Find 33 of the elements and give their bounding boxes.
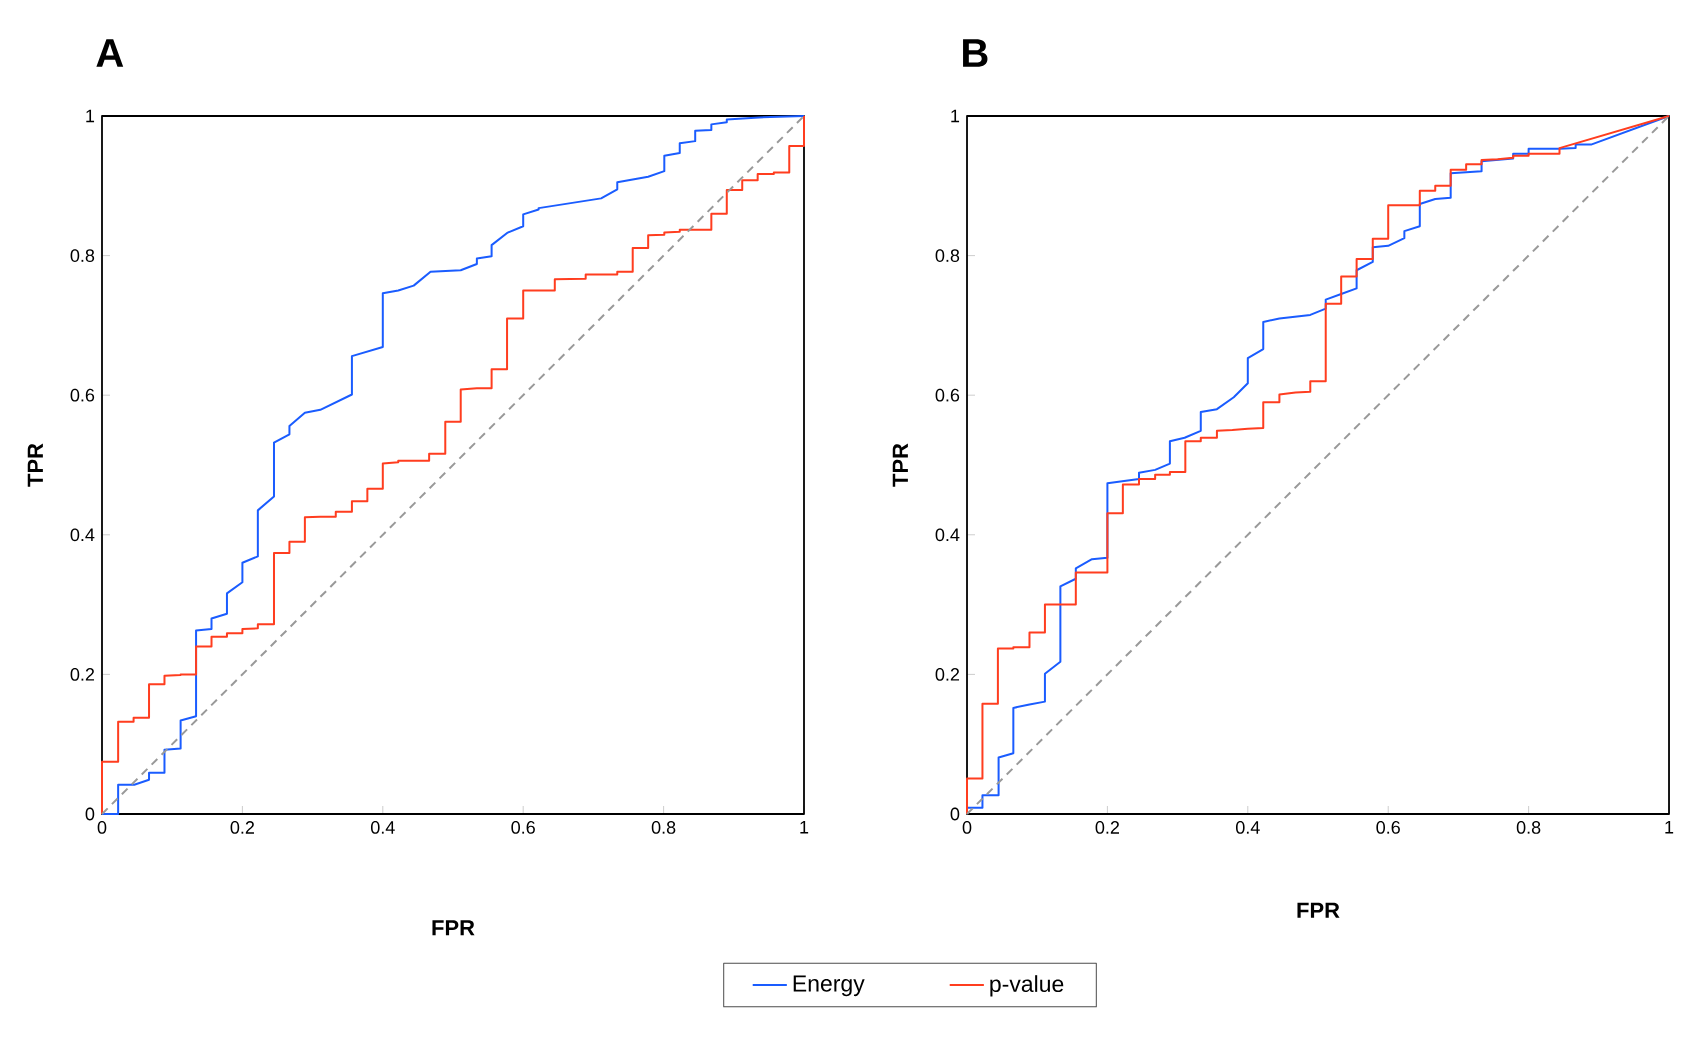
legend-label: p-value (990, 975, 1064, 997)
x-tick-label: 0.4 (1235, 821, 1260, 834)
x-tick-label: 0.2 (1095, 821, 1120, 834)
x-axis-title: FPR (432, 920, 475, 936)
x-tick-label: 0 (962, 821, 972, 834)
y-tick-label: 0.6 (70, 388, 95, 402)
x-tick-label: 0.8 (651, 821, 676, 834)
y-tick-label: 0 (950, 807, 960, 821)
y-tick-label: 0.8 (935, 249, 960, 262)
y-tick-label: 0 (85, 807, 95, 821)
x-tick-label: 0 (97, 821, 107, 834)
y-axis-title: TPR (892, 443, 908, 487)
y-tick-label: 0.2 (70, 668, 95, 681)
line-series (101, 115, 805, 815)
y-tick-label: 0.2 (935, 668, 960, 681)
x-tick-label: 0.6 (1376, 821, 1400, 834)
x-tick-label: 1 (1665, 821, 1674, 834)
y-tick-label: 0.4 (70, 528, 95, 542)
y-tick-label: 0.4 (935, 528, 960, 542)
x-tick-label: 0.8 (1516, 821, 1541, 834)
x-tick-label: 0.4 (370, 821, 395, 834)
y-tick-label: 0.8 (70, 249, 95, 262)
y-tick-label: 1 (951, 109, 960, 123)
x-tick-label: 0.6 (511, 821, 535, 834)
text: B (963, 39, 988, 67)
text: A (96, 39, 124, 67)
y-tick-label: 1 (86, 109, 95, 123)
x-tick-label: 1 (800, 821, 809, 834)
y-axis-title: TPR (27, 443, 43, 487)
y-tick-label: 0.6 (935, 388, 960, 402)
legend-label: Energy (793, 975, 865, 997)
x-axis-title: FPR (1297, 902, 1340, 918)
x-tick-label: 0.2 (230, 821, 254, 834)
